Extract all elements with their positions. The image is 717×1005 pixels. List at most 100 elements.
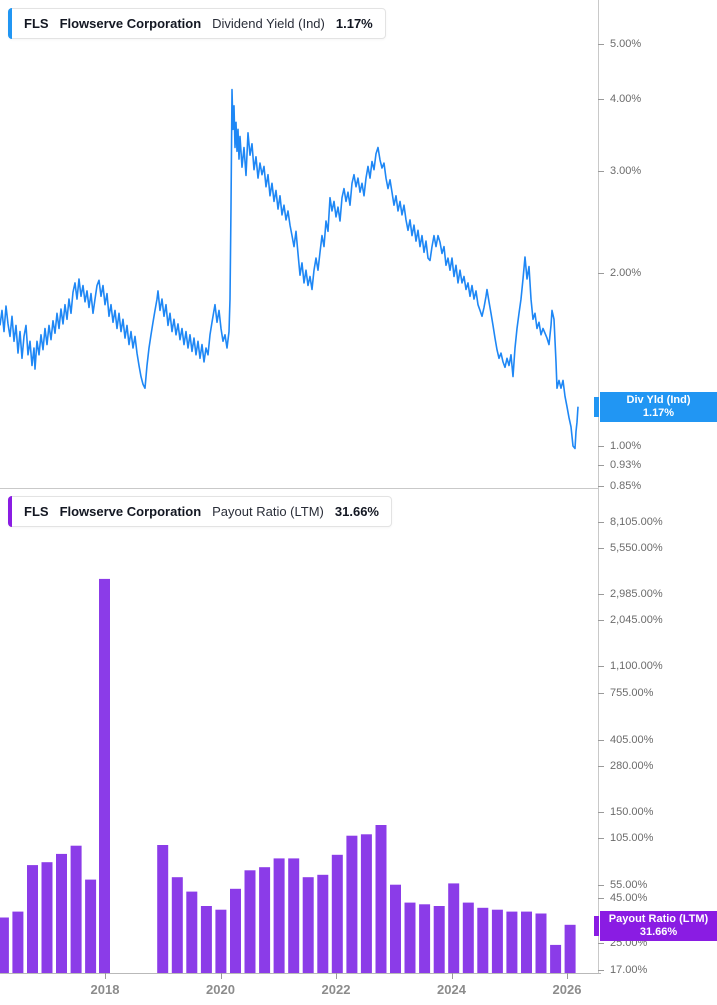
payout-ratio-bar[interactable] (215, 909, 227, 973)
x-tick-label: 2024 (437, 982, 466, 997)
payout-ratio-bar[interactable] (12, 911, 24, 973)
legend-payout-ratio[interactable]: FLS Flowserve Corporation Payout Ratio (… (8, 496, 392, 527)
y-tick-mark (598, 740, 604, 741)
payout-ratio-bar[interactable] (433, 906, 445, 973)
y-tick-label: 1,100.00% (610, 660, 663, 672)
y-tick-mark (598, 486, 604, 487)
y-tick-mark (598, 898, 604, 899)
y-tick-label: 5.00% (610, 38, 642, 50)
x-tick-label: 2020 (206, 982, 235, 997)
x-tick-mark (451, 973, 453, 979)
price-label-value: 1.17% (642, 407, 675, 419)
y-tick-label: 1.00% (610, 440, 642, 452)
payout-ratio-bar[interactable] (186, 891, 198, 973)
payout-ratio-bar[interactable] (491, 909, 503, 973)
payout-ratio-bar[interactable] (419, 904, 431, 973)
payout-ratio-bar[interactable] (477, 907, 489, 973)
y-tick-label: 2,045.00% (610, 614, 663, 626)
payout-ratio-bar[interactable] (85, 879, 97, 973)
y-tick-label: 3.00% (610, 165, 642, 177)
payout-ratio-bar[interactable] (0, 917, 9, 974)
company-name: Flowserve Corporation (59, 504, 202, 519)
y-tick-mark (598, 594, 604, 595)
payout-ratio-bar[interactable] (171, 877, 183, 973)
payout-ratio-bar[interactable] (448, 883, 460, 973)
y-tick-label: 2,985.00% (610, 588, 663, 600)
y-tick-label: 105.00% (610, 832, 654, 844)
payout-ratio-bar[interactable] (462, 902, 474, 973)
y-tick-label: 8,105.00% (610, 516, 663, 528)
y-tick-mark (598, 812, 604, 813)
payout-ratio-bar[interactable] (521, 911, 532, 973)
x-tick-mark (105, 973, 106, 979)
y-tick-label: 55.00% (610, 879, 648, 891)
payout-ratio-bar[interactable] (360, 834, 372, 973)
y-tick-label: 2.00% (610, 267, 642, 279)
y-tick-label: 755.00% (610, 687, 654, 699)
payout-ratio-bar[interactable] (317, 874, 329, 973)
x-tick-mark (567, 973, 568, 979)
x-tick-label: 2022 (321, 982, 351, 997)
dividend-yield-line[interactable] (0, 88, 579, 450)
payout-ratio-bar[interactable] (27, 865, 38, 973)
payout-ratio-bar[interactable] (506, 911, 518, 973)
legend-dividend-yield[interactable]: FLS Flowserve Corporation Dividend Yield… (8, 8, 386, 39)
x-tick-mark (336, 973, 337, 979)
y-tick-mark (598, 548, 604, 549)
price-label-title: Div Yld (Ind) (626, 394, 691, 406)
payout-ratio-bar[interactable] (41, 862, 53, 973)
payout-ratio-bar[interactable] (390, 884, 401, 973)
y-tick-mark (598, 838, 604, 839)
y-tick-mark (598, 44, 604, 45)
payout-ratio-bar[interactable] (157, 845, 169, 973)
payout-ratio-bar[interactable] (230, 888, 241, 973)
y-tick-label: 0.93% (610, 459, 642, 471)
x-tick-label: 2026 (552, 982, 582, 997)
x-tick-mark (220, 973, 222, 979)
payout-ratio-bar[interactable] (288, 858, 300, 973)
payout-ratio-bar[interactable] (273, 858, 285, 973)
price-axis-line (598, 0, 599, 974)
y-tick-mark (598, 273, 604, 274)
y-tick-mark (598, 666, 604, 667)
y-tick-mark (598, 943, 604, 944)
payout-ratio-bar[interactable] (564, 924, 576, 973)
y-tick-mark (598, 620, 604, 621)
payout-ratio-bar[interactable] (99, 578, 110, 973)
price-label-title: Payout Ratio (LTM) (608, 913, 709, 925)
metric-name: Dividend Yield (Ind) (212, 16, 325, 31)
payout-ratio-bar[interactable] (244, 870, 256, 973)
price-label-payout-ratio: Payout Ratio (LTM) 31.66% (600, 911, 717, 941)
payout-ratio-bars[interactable] (0, 578, 576, 974)
legend-accent-bar (8, 496, 12, 527)
payout-ratio-bar[interactable] (259, 867, 271, 973)
payout-ratio-bar[interactable] (535, 913, 547, 974)
payout-ratio-bar[interactable] (346, 835, 358, 973)
price-label-div-yld: Div Yld (Ind) 1.17% (600, 392, 717, 422)
metric-value: 1.17% (335, 16, 373, 31)
y-tick-mark (598, 522, 604, 523)
payout-ratio-bar[interactable] (375, 825, 387, 973)
payout-ratio-bar[interactable] (200, 906, 212, 973)
payout-ratio-bar[interactable] (70, 845, 82, 973)
metric-name: Payout Ratio (LTM) (212, 504, 324, 519)
pane-divider[interactable] (0, 488, 598, 489)
y-tick-label: 4.00% (610, 93, 642, 105)
payout-ratio-bar[interactable] (550, 944, 562, 973)
y-tick-mark (598, 171, 604, 172)
y-tick-mark (598, 99, 604, 100)
y-tick-mark (598, 465, 604, 466)
y-tick-mark (598, 693, 604, 694)
payout-ratio-bar[interactable] (331, 854, 343, 973)
payout-ratio-bar[interactable] (302, 877, 314, 973)
payout-ratio-bar[interactable] (56, 853, 67, 973)
y-tick-label: 17.00% (610, 964, 648, 976)
y-tick-label: 5,550.00% (610, 542, 663, 554)
ticker-symbol[interactable]: FLS (24, 16, 49, 31)
y-tick-label: 280.00% (610, 760, 654, 772)
payout-ratio-bar[interactable] (404, 902, 416, 973)
ticker-symbol[interactable]: FLS (24, 504, 49, 519)
time-axis-line (0, 973, 601, 974)
